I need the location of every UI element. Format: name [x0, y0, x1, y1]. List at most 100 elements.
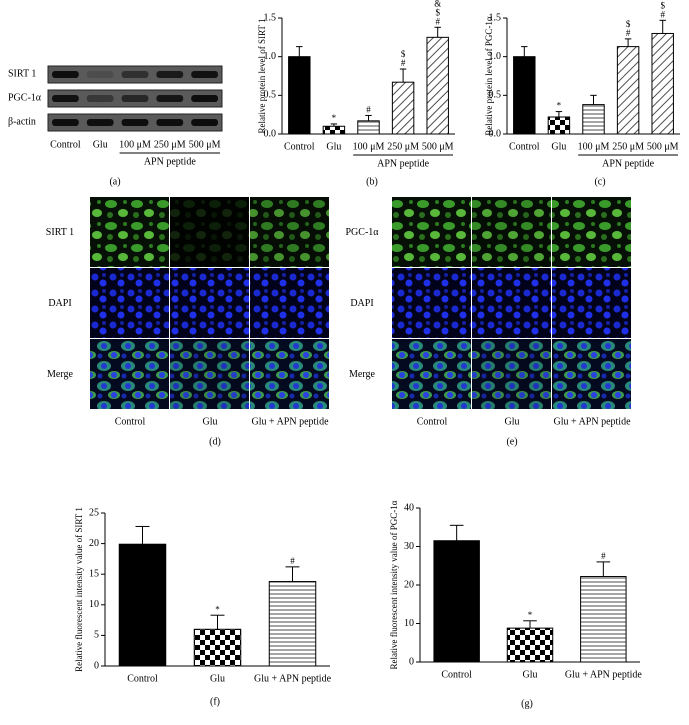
- panel-label: (a): [109, 176, 120, 187]
- significance-mark: #: [601, 551, 606, 561]
- micrograph: [472, 339, 551, 409]
- micrograph-row-label: PGC-1α: [345, 227, 379, 238]
- micrograph-row-label: DAPI: [350, 298, 373, 309]
- blot-band: [191, 95, 218, 102]
- y-tick-label: 0: [409, 656, 414, 667]
- y-axis-label: Relative fluorescent intensity value of …: [389, 500, 399, 669]
- bar: [651, 32, 674, 135]
- y-axis-label: Relative fluorescent intensity value of …: [74, 507, 84, 672]
- blot-row-label: PGC-1α: [8, 92, 42, 103]
- bar: [433, 540, 480, 663]
- bar: [580, 576, 627, 663]
- y-tick-label: 5: [94, 630, 99, 641]
- micrograph: [392, 197, 471, 267]
- significance-mark: $: [435, 7, 440, 17]
- blot-band: [121, 119, 149, 126]
- y-tick-label: 10: [404, 618, 414, 629]
- significance-mark: #: [660, 9, 665, 19]
- y-tick-label: 15: [89, 568, 99, 579]
- blot-band: [156, 119, 184, 126]
- blot-lane-label: 250 μM: [154, 139, 186, 150]
- blot-band: [52, 95, 79, 102]
- y-tick-label: 1.0: [264, 51, 277, 62]
- micrograph: [392, 268, 471, 338]
- significance-mark: $: [626, 19, 631, 29]
- y-axis-label: Relative protein level of SIRT 1: [257, 18, 267, 133]
- y-tick-label: 30: [404, 541, 414, 552]
- significance-mark: $: [401, 49, 406, 59]
- significance-mark: *: [528, 610, 533, 620]
- significance-mark: #: [366, 105, 371, 115]
- bar: [547, 116, 571, 135]
- blot-row-label: β-actin: [8, 116, 36, 127]
- bar: [268, 581, 317, 667]
- significance-mark: &: [434, 0, 441, 8]
- x-tick-label: Control: [509, 141, 540, 152]
- bar: [426, 36, 449, 135]
- micrograph-row-label: Merge: [47, 369, 73, 380]
- blot-band: [156, 95, 184, 102]
- y-tick-label: 0.5: [489, 90, 502, 101]
- x-tick-label: 250 μM: [612, 141, 644, 152]
- micrograph: [552, 339, 631, 409]
- micrograph: [90, 197, 169, 267]
- blot-band: [52, 71, 79, 78]
- x-tick-label: 100 μM: [578, 141, 610, 152]
- bar: [193, 628, 242, 667]
- x-tick-label: 250 μM: [387, 141, 419, 152]
- panel-label: (f): [210, 696, 220, 707]
- x-tick-label: Glu: [210, 673, 225, 684]
- blot-band: [156, 71, 184, 78]
- group-label: APN peptide: [377, 158, 430, 169]
- y-tick-label: 1.0: [489, 51, 502, 62]
- micrograph-col-label: Glu + APN peptide: [251, 416, 329, 427]
- micrograph-row-label: SIRT 1: [46, 227, 74, 238]
- y-tick-label: 20: [89, 538, 99, 549]
- x-tick-label: Control: [441, 669, 472, 680]
- blot-lane-label: 500 μM: [189, 139, 221, 150]
- micrograph-row-label: DAPI: [48, 298, 71, 309]
- significance-mark: #: [401, 58, 406, 68]
- blot-band: [121, 95, 149, 102]
- significance-mark: *: [215, 604, 220, 614]
- bar: [513, 56, 536, 135]
- micrograph-row-label: Merge: [349, 369, 375, 380]
- micrograph-col-label: Glu + APN peptide: [553, 416, 631, 427]
- y-tick-label: 0.0: [264, 128, 277, 139]
- significance-mark: $: [660, 0, 665, 10]
- y-tick-label: 0.0: [489, 128, 502, 139]
- micrograph-col-label: Glu: [203, 416, 218, 427]
- bar: [506, 627, 554, 663]
- micrograph: [472, 268, 551, 338]
- x-tick-label: Glu + APN peptide: [565, 669, 643, 680]
- micrograph-col-label: Control: [115, 416, 146, 427]
- micrograph: [250, 197, 329, 267]
- x-tick-label: 500 μM: [647, 141, 679, 152]
- micrograph: [250, 268, 329, 338]
- bar: [582, 104, 605, 135]
- significance-mark: #: [435, 16, 440, 26]
- micrograph: [90, 268, 169, 338]
- x-tick-label: Glu + APN peptide: [254, 673, 332, 684]
- significance-mark: *: [557, 101, 562, 111]
- micrograph: [250, 339, 329, 409]
- blot-band: [191, 71, 218, 78]
- panel-label: (g): [521, 698, 533, 709]
- y-tick-label: 1.5: [489, 12, 502, 23]
- micrograph-col-label: Control: [417, 416, 448, 427]
- x-tick-label: Glu: [551, 141, 566, 152]
- panel-label: (e): [506, 436, 517, 447]
- micrograph: [392, 339, 471, 409]
- x-tick-label: Glu: [523, 669, 538, 680]
- micrograph: [552, 197, 631, 267]
- blot-row-label: SIRT 1: [8, 68, 36, 79]
- blot-band: [86, 119, 114, 126]
- micrograph-col-label: Glu: [505, 416, 520, 427]
- blot-lane-label: 100 μM: [119, 139, 151, 150]
- bar: [616, 46, 640, 135]
- y-tick-label: 20: [404, 579, 414, 590]
- x-tick-label: Glu: [326, 141, 341, 152]
- y-tick-label: 1.5: [264, 12, 277, 23]
- micrograph: [170, 339, 249, 409]
- panel-label: (b): [366, 176, 378, 187]
